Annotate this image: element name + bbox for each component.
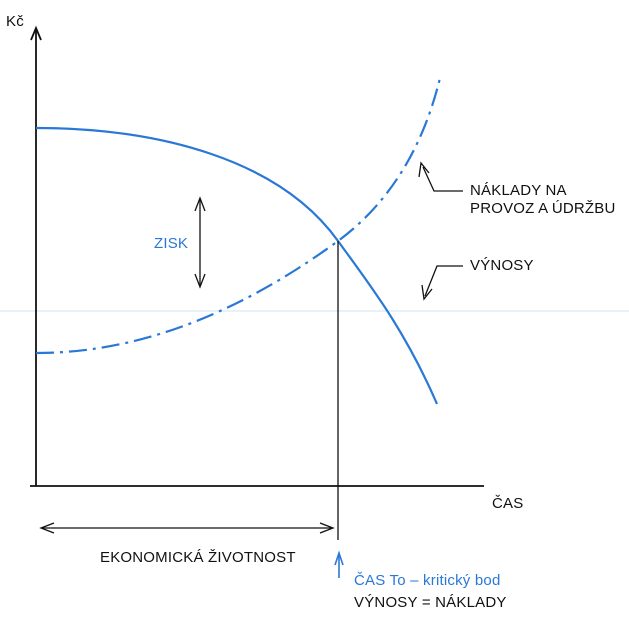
y-axis-arrow-icon [30,25,42,41]
economic-life-label: EKONOMICKÁ ŽIVOTNOST [100,549,296,566]
costs-pointer-arrow-icon [418,161,430,178]
critical-time-label: ČAS To – kritický bod [354,572,500,589]
profit-label: ZISK [154,235,188,252]
profit-arrow-up-icon [194,196,206,212]
costs-label-line1: NÁKLADY NA [470,182,567,199]
critical-point-marker-arrow-icon [334,550,344,566]
economic-life-arrow-right-icon [319,522,335,534]
x-axis-label: ČAS [492,495,523,512]
equality-label: VÝNOSY = NÁKLADY [354,594,507,611]
costs-curve [35,77,442,355]
revenue-pointer [424,265,463,297]
revenue-curve [35,126,439,405]
costs-pointer [422,166,463,192]
revenue-label: VÝNOSY [470,257,534,274]
y-axis-label: Kč [6,13,24,30]
revenue-pointer-arrow-icon [421,284,433,301]
costs-label-line2: PROVOZ A ÚDRŽBU [470,200,616,217]
economic-life-arrow-left-icon [39,522,55,534]
profit-arrow-down-icon [194,273,206,289]
